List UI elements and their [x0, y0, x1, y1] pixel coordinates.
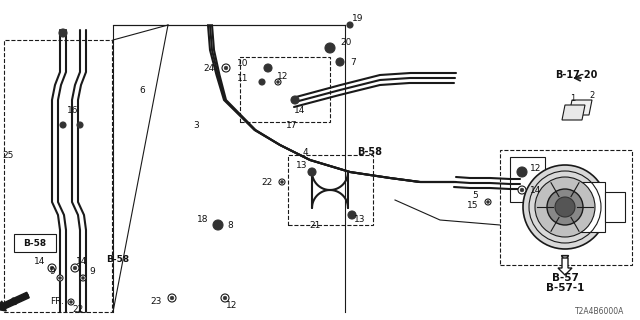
Circle shape — [80, 275, 86, 281]
Text: 18: 18 — [196, 215, 208, 225]
Text: 14: 14 — [35, 258, 45, 267]
Text: 7: 7 — [350, 58, 356, 67]
Circle shape — [555, 197, 575, 217]
Text: 12: 12 — [530, 164, 541, 172]
FancyArrow shape — [0, 292, 29, 311]
Bar — [510, 157, 545, 202]
Circle shape — [275, 79, 281, 85]
Text: 14: 14 — [76, 258, 88, 267]
Text: 24: 24 — [204, 63, 215, 73]
Circle shape — [264, 64, 272, 72]
Text: 5: 5 — [472, 190, 478, 199]
Text: 13: 13 — [296, 161, 308, 170]
Circle shape — [308, 168, 316, 176]
Text: 12: 12 — [277, 71, 289, 81]
Circle shape — [259, 79, 265, 85]
Text: 11: 11 — [237, 74, 248, 83]
Circle shape — [547, 189, 583, 225]
Polygon shape — [569, 100, 592, 115]
Text: 17: 17 — [286, 121, 298, 130]
Circle shape — [213, 220, 223, 230]
Text: B-58: B-58 — [106, 255, 129, 265]
Text: 9: 9 — [89, 268, 95, 276]
Text: 3: 3 — [193, 121, 199, 130]
Text: 21: 21 — [309, 220, 321, 229]
Text: 15: 15 — [467, 202, 478, 211]
Text: 25: 25 — [3, 150, 13, 159]
Circle shape — [170, 296, 174, 300]
Text: 14: 14 — [530, 186, 541, 195]
Circle shape — [486, 201, 490, 203]
Text: B-58: B-58 — [24, 238, 47, 247]
Circle shape — [325, 43, 335, 53]
Text: FR.: FR. — [50, 298, 64, 307]
Circle shape — [48, 264, 56, 272]
Bar — [240, 57, 330, 122]
Circle shape — [336, 58, 344, 66]
Bar — [4, 40, 112, 312]
Text: 22: 22 — [262, 178, 273, 187]
Text: 2: 2 — [589, 91, 595, 100]
Text: B-17-20: B-17-20 — [556, 70, 598, 80]
Text: 13: 13 — [355, 215, 365, 225]
Text: 9: 9 — [49, 268, 55, 276]
Circle shape — [59, 29, 67, 37]
Circle shape — [70, 301, 72, 303]
Text: 14: 14 — [294, 106, 306, 115]
Circle shape — [60, 122, 66, 128]
Circle shape — [518, 186, 526, 194]
Text: 22: 22 — [72, 306, 84, 315]
Text: 12: 12 — [227, 300, 237, 309]
Text: B-57: B-57 — [552, 273, 579, 283]
Text: 1: 1 — [570, 93, 575, 102]
Circle shape — [59, 277, 61, 279]
Polygon shape — [562, 105, 585, 120]
Text: 6: 6 — [139, 85, 145, 94]
FancyArrow shape — [558, 258, 572, 275]
Circle shape — [77, 122, 83, 128]
Circle shape — [523, 165, 607, 249]
Circle shape — [222, 64, 230, 72]
Bar — [605, 192, 625, 222]
Text: 19: 19 — [352, 13, 364, 22]
Circle shape — [276, 81, 279, 83]
Text: B-57-1: B-57-1 — [546, 283, 584, 293]
Text: T2A4B6000A: T2A4B6000A — [575, 308, 625, 316]
Text: 10: 10 — [237, 59, 248, 68]
Circle shape — [485, 199, 491, 205]
Bar — [575, 182, 605, 232]
Circle shape — [291, 96, 299, 104]
Text: 8: 8 — [227, 220, 233, 229]
Circle shape — [348, 211, 356, 219]
Text: B-58: B-58 — [358, 147, 383, 157]
Circle shape — [535, 177, 595, 237]
Circle shape — [68, 299, 74, 305]
Text: 20: 20 — [340, 37, 351, 46]
Circle shape — [57, 275, 63, 281]
Bar — [288, 155, 373, 225]
Circle shape — [224, 66, 228, 70]
Text: 16: 16 — [67, 106, 79, 115]
Circle shape — [221, 294, 229, 302]
Circle shape — [71, 264, 79, 272]
Text: 23: 23 — [150, 298, 162, 307]
Circle shape — [347, 22, 353, 28]
Circle shape — [82, 277, 84, 279]
Circle shape — [50, 266, 54, 270]
Circle shape — [168, 294, 176, 302]
Circle shape — [73, 266, 77, 270]
Text: 4: 4 — [302, 148, 308, 156]
Circle shape — [279, 179, 285, 185]
Bar — [500, 150, 632, 265]
Circle shape — [223, 296, 227, 300]
Bar — [14, 234, 56, 252]
Circle shape — [281, 181, 284, 183]
Circle shape — [517, 167, 527, 177]
Circle shape — [520, 188, 524, 192]
